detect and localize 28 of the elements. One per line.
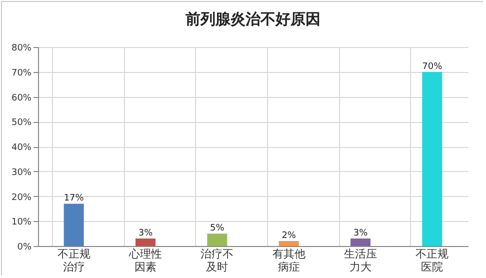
y-tick-label: 50% [11, 118, 32, 128]
data-label: 2% [282, 231, 296, 242]
x-tick-label: 心理性因素 [128, 248, 162, 274]
y-tick-label: 70% [11, 68, 32, 78]
x-tick-label: 不正规治疗 [57, 248, 90, 274]
x-tick-label: 生活压力大 [344, 248, 377, 274]
y-tick-label: 10% [11, 218, 32, 228]
data-label: 3% [353, 228, 368, 239]
y-tick-label: 80% [11, 44, 32, 54]
data-label: 70% [422, 62, 443, 72]
x-tick-label: 不正规医院 [416, 248, 449, 274]
bar [136, 238, 156, 246]
x-tick-label: 有其他病症 [272, 248, 306, 274]
data-label: 3% [138, 228, 154, 239]
bar [278, 241, 299, 246]
data-label: 5% [210, 224, 225, 234]
bar [422, 72, 442, 246]
bar [64, 204, 84, 246]
bar [350, 238, 370, 246]
y-tick-label: 60% [11, 93, 32, 104]
y-tick-label: 20% [11, 192, 32, 203]
y-tick-label: 0% [17, 242, 32, 252]
data-label: 17% [64, 194, 84, 204]
y-tick-label: 30% [11, 168, 32, 178]
y-tick-label: 40% [11, 143, 32, 153]
x-tick-label: 治疗不及时 [200, 248, 234, 274]
chart-title: 前列腺炎治不好原因 [184, 10, 320, 28]
bar [207, 234, 228, 246]
